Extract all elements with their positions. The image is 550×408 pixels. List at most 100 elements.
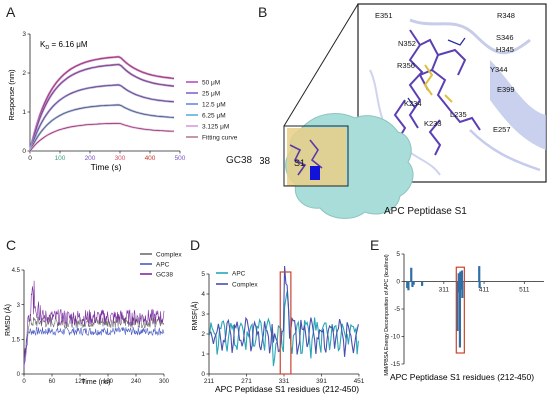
panel-letter-d: D bbox=[190, 237, 201, 253]
energy-bar bbox=[456, 281, 459, 331]
fitting-curve bbox=[29, 122, 174, 152]
energy-bar bbox=[478, 281, 481, 289]
x-tick-label: 180 bbox=[103, 379, 114, 385]
fitting-curve bbox=[29, 104, 175, 152]
x-tick-label: 451 bbox=[354, 378, 365, 385]
energy-bar bbox=[410, 267, 413, 282]
highlight-box bbox=[279, 271, 292, 375]
y-tick-label: 0 bbox=[201, 371, 205, 378]
ligand-dark bbox=[407, 37, 466, 109]
residue-label: R356 bbox=[397, 61, 415, 70]
y-tick-label: 1.5 bbox=[12, 338, 21, 344]
legend-label: 12.5 μM bbox=[202, 102, 226, 109]
energy-bar bbox=[461, 281, 464, 298]
fitting-curve bbox=[29, 56, 175, 152]
residue-label: H345 bbox=[496, 45, 514, 54]
x-tick-label: 391 bbox=[316, 378, 327, 385]
energy-bar bbox=[456, 281, 460, 293]
rmsd-line bbox=[23, 315, 165, 366]
panel-letter-a: A bbox=[6, 4, 16, 20]
legend-label: APC bbox=[156, 262, 170, 269]
legend-label: GC38 bbox=[156, 272, 173, 279]
rmsf-line bbox=[209, 265, 359, 357]
energy-bar bbox=[458, 281, 462, 348]
energy-bar bbox=[459, 271, 462, 282]
residue-label: R348 bbox=[497, 11, 515, 20]
y-tick-label: 0 bbox=[22, 148, 26, 155]
panel-e-chart: 5 0 -5 -10 -15 311 411 511 APC Peptidase S1 res… bbox=[384, 251, 544, 382]
y-tick-label: -10 bbox=[391, 334, 401, 341]
panel-a-chart: 0 100 200 300 400 500 0 1 2 3 KD = 6.16 μM 50 μM 2… bbox=[7, 31, 238, 172]
panel-c-chart: 0 60 120 180 240 300 0 1.5 3 4.5 Complex APC GC38 T… bbox=[3, 252, 182, 387]
x-tick-label: 240 bbox=[131, 379, 142, 385]
legend-label: 6.25 μM bbox=[202, 113, 226, 120]
energy-bar bbox=[457, 273, 460, 282]
ligand-surface bbox=[289, 139, 323, 176]
energy-bar bbox=[406, 281, 409, 289]
axis-ylabel-e: MM/PBSA Energy Decomposition of APC (kca… bbox=[384, 254, 390, 376]
residue-label: E257 bbox=[493, 125, 511, 134]
residue-label: Y344 bbox=[490, 65, 508, 74]
site-box bbox=[283, 125, 349, 187]
axis-xlabel-d: APC Peptidase S1 residues (212-450) bbox=[215, 384, 359, 394]
fitting-curve bbox=[29, 64, 175, 152]
axis-xlabel-a: Time (s) bbox=[91, 162, 122, 172]
panel-letter-b: B bbox=[258, 4, 268, 20]
energy-bar bbox=[478, 266, 481, 282]
residue-label: N352 bbox=[398, 39, 416, 48]
residue-label: E351 bbox=[375, 11, 393, 20]
legend-label: 3.125 μM bbox=[202, 124, 229, 131]
y-tick-label: -15 bbox=[391, 361, 401, 368]
residue-label: K233 bbox=[424, 119, 442, 128]
rmsf-line bbox=[209, 291, 359, 367]
residue-label: K234 bbox=[404, 99, 422, 108]
x-tick-label: 211 bbox=[204, 378, 215, 385]
panel-b-structure: E351 R348 S346 N352 H345 R356 Y344 E399 K234 L235… bbox=[260, 3, 547, 219]
y-tick-label: 2 bbox=[22, 70, 26, 77]
ligand-blue bbox=[310, 166, 320, 180]
y-tick-label: 4 bbox=[201, 291, 205, 298]
axis-ylabel-c: RMSD (Å) bbox=[3, 304, 12, 336]
x-tick-label: 60 bbox=[49, 379, 56, 385]
s1-site-surface bbox=[287, 128, 346, 186]
x-tick-label: 200 bbox=[85, 155, 96, 162]
y-tick-label: 2 bbox=[201, 331, 205, 338]
y-tick-label: 1 bbox=[22, 109, 26, 116]
rmsd-line bbox=[23, 326, 165, 368]
legend-label: Complex bbox=[156, 252, 182, 259]
x-tick-label: 311 bbox=[439, 287, 450, 294]
x-tick-label: 120 bbox=[75, 379, 86, 385]
x-tick-label: 100 bbox=[55, 155, 66, 162]
residue-label: L235 bbox=[450, 110, 467, 119]
ligand-label: GC38 bbox=[260, 156, 271, 167]
legend-label: 50 μM bbox=[202, 80, 220, 87]
x-tick-label: 0 bbox=[22, 379, 26, 385]
ligand-name: GC38 bbox=[226, 155, 253, 166]
ribbon-bg bbox=[409, 18, 531, 55]
y-tick-label: 3 bbox=[201, 311, 205, 318]
y-tick-label: 4.5 bbox=[12, 268, 21, 274]
x-tick-label: 0 bbox=[28, 155, 32, 162]
x-tick-label: 500 bbox=[175, 155, 186, 162]
response-curve bbox=[29, 122, 174, 152]
ligand-yellow bbox=[423, 64, 453, 103]
kd-label: KD = 6.16 μM bbox=[40, 40, 88, 51]
axis-ylabel-d: RMSF(Å) bbox=[190, 301, 199, 330]
axis-xlabel-c: Time (ns) bbox=[81, 379, 110, 386]
helix-bg bbox=[490, 60, 546, 150]
energy-bar bbox=[460, 270, 464, 282]
x-tick-label: 331 bbox=[279, 378, 290, 385]
energy-bar bbox=[411, 281, 414, 287]
residue-label: E399 bbox=[497, 85, 515, 94]
y-tick-label: 0 bbox=[17, 372, 21, 378]
response-curve bbox=[28, 55, 175, 152]
response-curve bbox=[29, 103, 175, 152]
highlight-box bbox=[455, 266, 465, 354]
axis-xlabel-e: APC Peptidase S1 residues (212-450) bbox=[390, 372, 534, 382]
connector-top bbox=[283, 3, 359, 127]
x-tick-label: 411 bbox=[479, 287, 490, 294]
x-tick-label: 300 bbox=[159, 379, 170, 385]
legend-label: Fitting curve bbox=[202, 135, 238, 142]
y-tick-label: 3 bbox=[17, 303, 21, 309]
rmsd-line bbox=[23, 280, 165, 370]
